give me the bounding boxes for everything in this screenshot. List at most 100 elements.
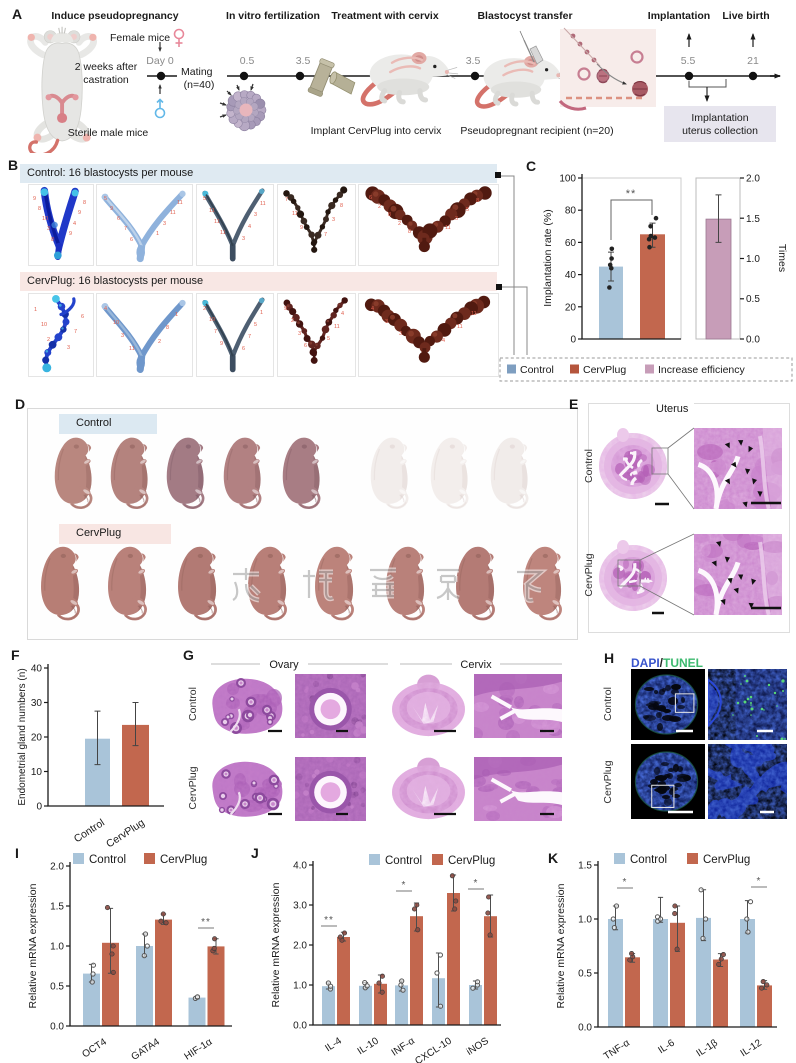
- svg-text:7: 7: [74, 329, 77, 335]
- svg-text:11: 11: [292, 211, 298, 217]
- svg-text:80: 80: [565, 206, 577, 217]
- svg-text:IL-6: IL-6: [656, 1037, 677, 1056]
- svg-text:8: 8: [51, 237, 54, 243]
- svg-text:CervPlug: CervPlug: [160, 854, 207, 866]
- svg-text:3: 3: [163, 221, 166, 227]
- svg-text:10: 10: [209, 317, 215, 323]
- svg-text:8: 8: [476, 198, 479, 204]
- svg-text:0.0: 0.0: [746, 335, 760, 346]
- svg-text:IL-12: IL-12: [739, 1037, 764, 1059]
- svg-text:In vitro fertilization: In vitro fertilization: [226, 10, 320, 22]
- svg-text:2.0: 2.0: [50, 862, 64, 873]
- svg-text:1: 1: [156, 231, 159, 237]
- svg-text:10: 10: [113, 320, 119, 326]
- svg-text:8: 8: [340, 203, 343, 209]
- svg-text:1.5: 1.5: [578, 861, 592, 872]
- svg-text:Control: Control: [385, 855, 422, 867]
- svg-text:1.5: 1.5: [50, 902, 64, 913]
- svg-text:Induce pseudopregnancy: Induce pseudopregnancy: [51, 10, 178, 22]
- svg-text:CervPlug: CervPlug: [703, 854, 750, 866]
- svg-text:TNF-α: TNF-α: [602, 1038, 632, 1063]
- svg-text:5: 5: [327, 336, 330, 342]
- svg-text:9: 9: [220, 341, 223, 347]
- svg-text:3: 3: [47, 226, 50, 232]
- svg-text:Relative mRNA expression: Relative mRNA expression: [270, 882, 282, 1007]
- svg-text:7: 7: [124, 226, 127, 232]
- svg-text:3: 3: [332, 217, 335, 223]
- svg-text:3: 3: [67, 345, 70, 351]
- svg-text:3: 3: [121, 333, 124, 339]
- svg-text:0.0: 0.0: [50, 1022, 64, 1033]
- svg-text:Implantation: Implantation: [648, 10, 710, 22]
- svg-text:1.0: 1.0: [578, 915, 592, 926]
- svg-text:100: 100: [559, 174, 576, 185]
- svg-text:3.0: 3.0: [293, 901, 307, 912]
- svg-text:CervPlug: CervPlug: [583, 364, 626, 376]
- svg-text:9: 9: [69, 231, 72, 237]
- svg-text:**: **: [626, 188, 637, 200]
- svg-text:11: 11: [220, 230, 226, 236]
- svg-text:7: 7: [285, 197, 288, 203]
- svg-text:6: 6: [304, 343, 307, 349]
- svg-text:1.0: 1.0: [293, 981, 307, 992]
- svg-text:7: 7: [324, 232, 327, 238]
- svg-text:4.0: 4.0: [293, 861, 307, 872]
- svg-text:*: *: [623, 877, 628, 888]
- svg-text:IL-1β: IL-1β: [695, 1038, 720, 1060]
- svg-text:DAPI/TUNEL: DAPI/TUNEL: [631, 656, 703, 670]
- svg-text:8: 8: [166, 325, 169, 331]
- svg-text:30: 30: [31, 698, 43, 709]
- svg-text:4: 4: [73, 221, 76, 227]
- svg-text:11: 11: [214, 219, 220, 225]
- svg-text:2.0: 2.0: [746, 174, 760, 185]
- svg-text:4: 4: [442, 338, 445, 344]
- svg-text:CervPlug: CervPlug: [187, 766, 199, 809]
- svg-text:(n=40): (n=40): [184, 79, 215, 91]
- svg-text:1.0: 1.0: [746, 254, 760, 265]
- svg-text:4: 4: [371, 306, 374, 312]
- svg-text:**: **: [324, 915, 334, 926]
- svg-text:20: 20: [565, 302, 577, 313]
- svg-text:Pseudopregnant recipient (n=20: Pseudopregnant recipient (n=20): [460, 125, 613, 137]
- svg-text:11: 11: [209, 208, 215, 214]
- svg-text:Implantation: Implantation: [691, 112, 748, 124]
- svg-text:2: 2: [158, 339, 161, 345]
- svg-text:Implant CervPlug into cervix: Implant CervPlug into cervix: [311, 125, 442, 137]
- svg-text:7: 7: [214, 329, 217, 335]
- svg-text:0.5: 0.5: [50, 982, 64, 993]
- svg-text:CervPlug: CervPlug: [583, 553, 595, 596]
- svg-text:**: **: [201, 917, 211, 928]
- svg-text:9: 9: [110, 206, 113, 212]
- svg-text:21: 21: [747, 55, 759, 67]
- svg-text:Relative mRNA expression: Relative mRNA expression: [27, 883, 39, 1008]
- svg-text:3: 3: [399, 331, 402, 337]
- svg-text:Control: Control: [187, 687, 199, 721]
- svg-text:1.5: 1.5: [746, 214, 760, 225]
- svg-text:9: 9: [78, 210, 81, 216]
- svg-text:0: 0: [36, 802, 42, 813]
- svg-text:6: 6: [369, 195, 372, 201]
- svg-text:0.5: 0.5: [746, 294, 760, 305]
- svg-text:0: 0: [570, 335, 576, 346]
- svg-text:6: 6: [242, 346, 245, 352]
- svg-text:9: 9: [300, 225, 303, 231]
- svg-text:uterus collection: uterus collection: [682, 125, 758, 137]
- svg-text:11: 11: [177, 200, 183, 206]
- svg-text:9: 9: [284, 306, 287, 312]
- svg-text:2: 2: [203, 306, 206, 312]
- svg-text:Day 0: Day 0: [146, 55, 174, 67]
- svg-text:3: 3: [298, 331, 301, 337]
- svg-text:3: 3: [242, 236, 245, 242]
- svg-text:8: 8: [83, 200, 86, 206]
- svg-text:2: 2: [378, 204, 381, 210]
- svg-text:CervPlug: CervPlug: [448, 855, 495, 867]
- svg-text:*: *: [474, 878, 479, 889]
- svg-text:2 weeks after: 2 weeks after: [75, 61, 138, 73]
- svg-text:4: 4: [248, 224, 251, 230]
- svg-text:10: 10: [31, 767, 43, 778]
- svg-text:Relative mRNA expression: Relative mRNA expression: [555, 883, 567, 1008]
- svg-text:5: 5: [203, 196, 206, 202]
- svg-text:Live birth: Live birth: [722, 10, 769, 22]
- svg-text:8: 8: [38, 206, 41, 212]
- svg-text:Endometrial gland numbers (n): Endometrial gland numbers (n): [17, 668, 28, 805]
